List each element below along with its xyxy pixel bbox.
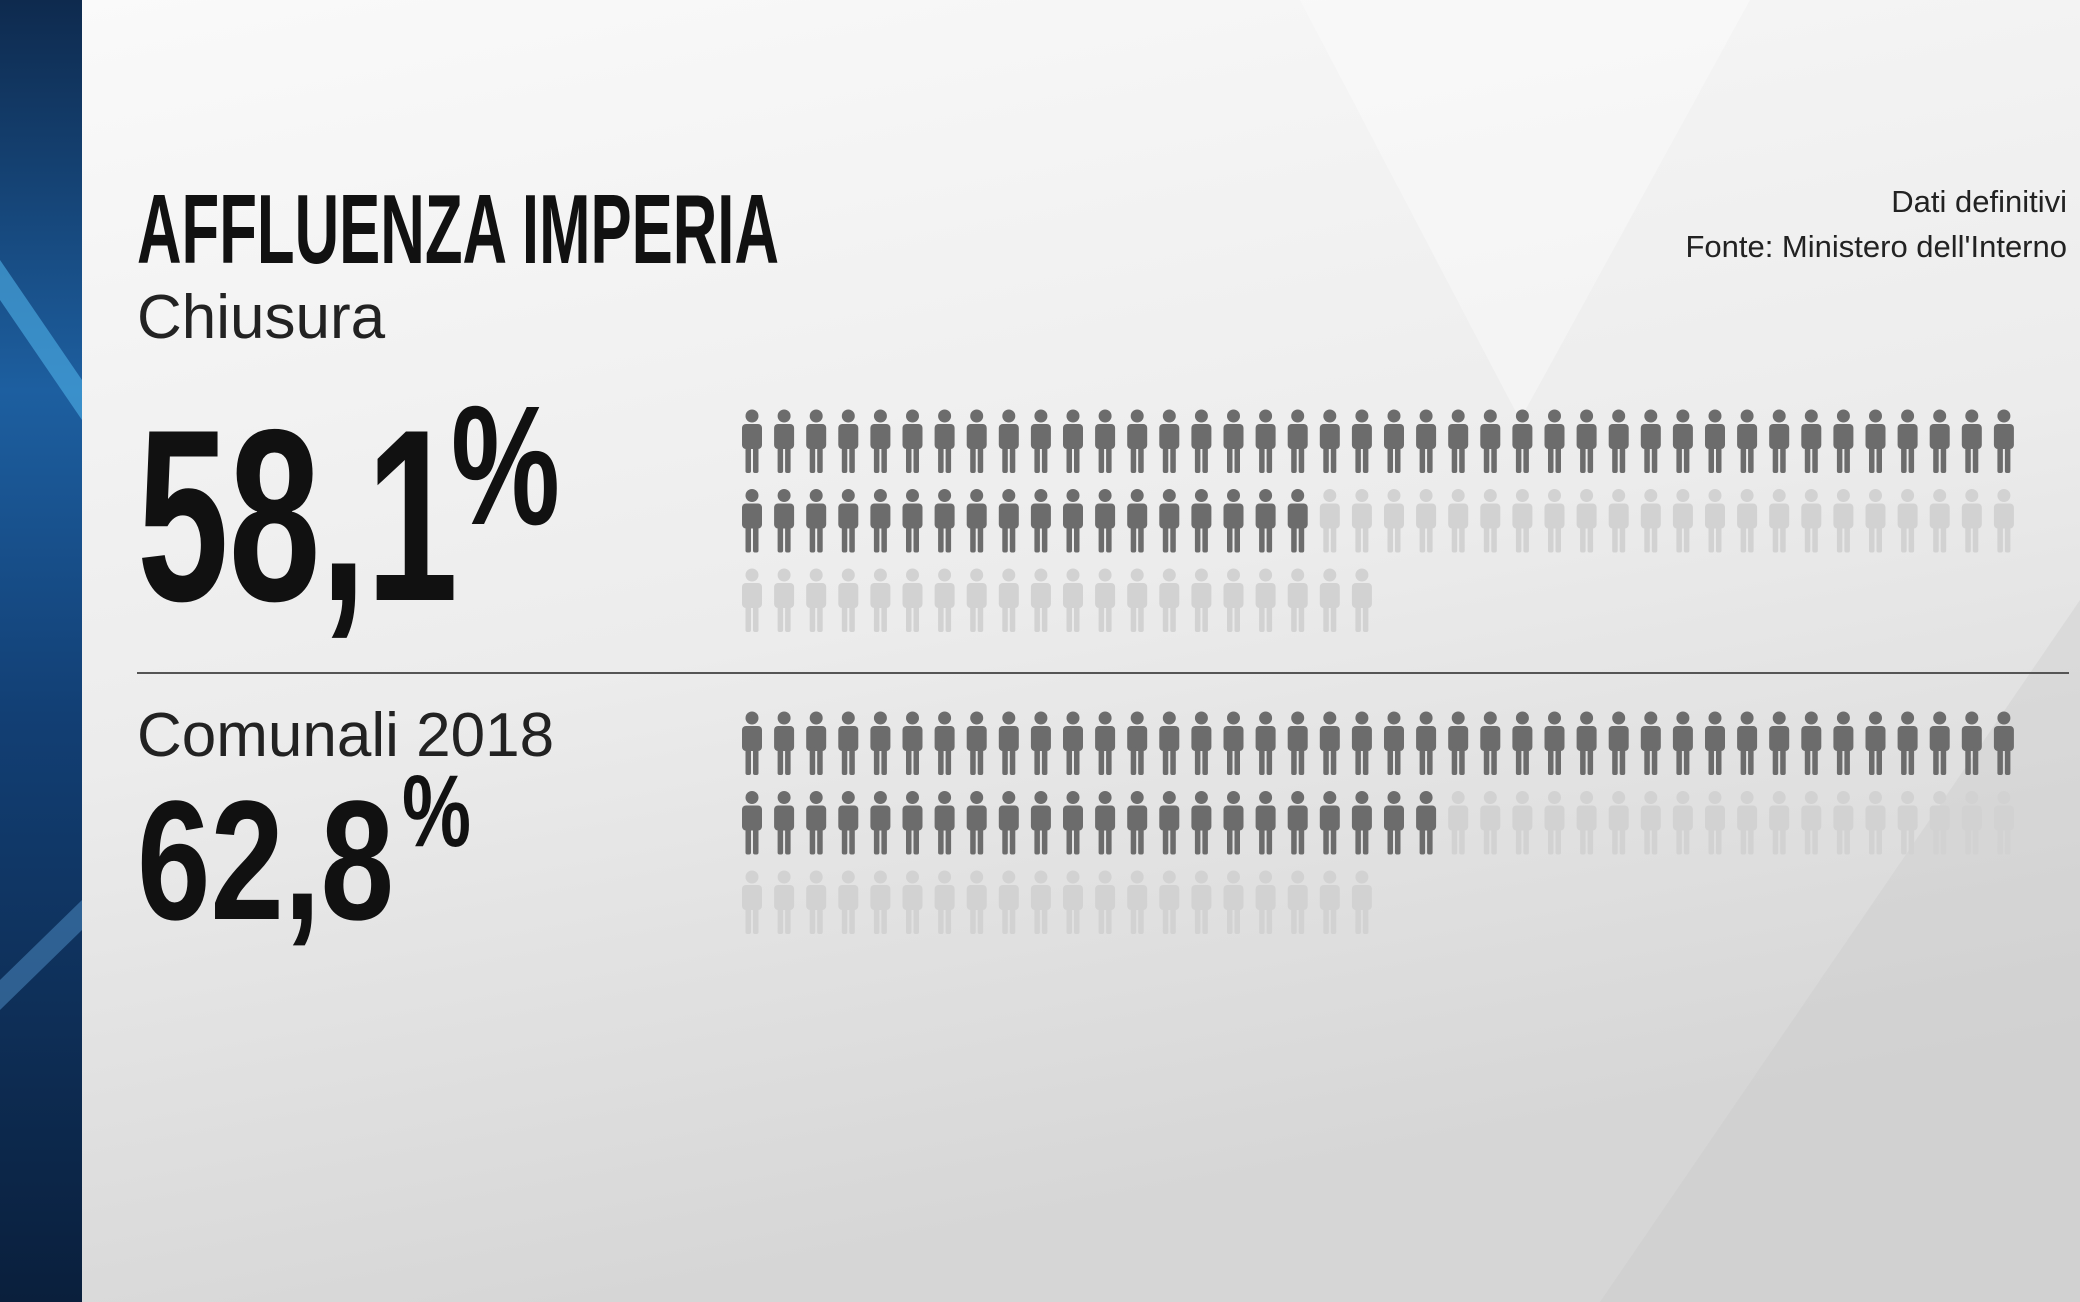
value-label: 62,8 <box>137 766 394 956</box>
decor <box>0 900 82 1010</box>
unit-label: % <box>451 371 560 561</box>
unit-label: % <box>402 754 471 868</box>
value-label: 58,1 <box>137 378 458 652</box>
category-label: Comunali 2018 <box>137 701 554 770</box>
decor <box>1300 0 1750 420</box>
source: Fonte: Ministero dell'Interno <box>1685 229 2067 264</box>
decor <box>1600 600 2080 1302</box>
decor <box>0 260 82 420</box>
title: AFFLUENZA IMPERIA <box>137 174 779 284</box>
category-label: Chiusura <box>137 283 386 352</box>
note: Dati definitivi <box>1891 184 2067 219</box>
side-strip <box>0 0 82 1302</box>
